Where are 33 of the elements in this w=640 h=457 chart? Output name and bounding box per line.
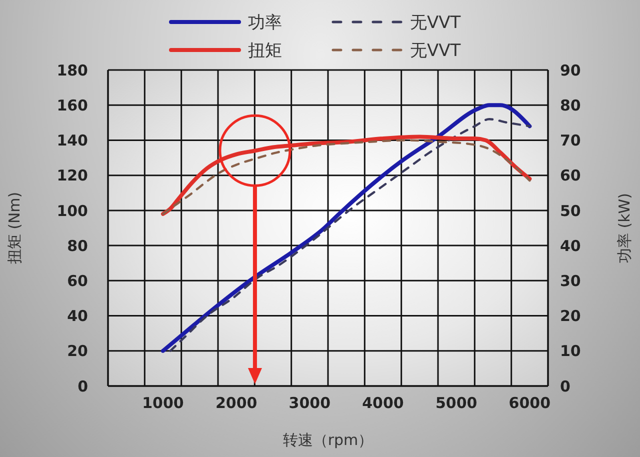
y-tick-label: 140 (56, 132, 88, 150)
y2-tick-label: 80 (560, 96, 581, 114)
x-tick-label: 4000 (362, 394, 404, 412)
y2-axis-title: 功率 (kW) (615, 193, 634, 263)
y2-tick-label: 50 (560, 202, 581, 220)
y2-tick-label: 90 (560, 61, 581, 80)
y2-tick-label: 10 (560, 342, 581, 360)
y2-tick-label: 0 (560, 377, 570, 396)
y-axis-title: 扭矩 (Nm) (5, 192, 24, 264)
x-tick-label: 2000 (215, 394, 258, 412)
y-tick-label: 20 (67, 342, 88, 360)
y-tick-label: 0 (78, 377, 88, 396)
y2-tick-label: 40 (560, 236, 581, 255)
y-tick-label: 80 (67, 236, 88, 255)
y-tick-label: 40 (67, 307, 88, 326)
y-tick-label: 120 (56, 166, 88, 185)
x-tick-label: 5000 (435, 394, 478, 412)
x-tick-label: 6000 (508, 394, 551, 412)
y-tick-label: 100 (56, 202, 88, 220)
y2-tick-label: 60 (560, 166, 581, 185)
y2-tick-label: 20 (560, 307, 581, 326)
x-tick-label: 1000 (142, 394, 184, 412)
x-axis-title: 转速（rpm） (282, 431, 374, 449)
y-tick-label: 180 (56, 61, 88, 80)
legend-label: 无VVT (410, 12, 461, 34)
legend-label: 无VVT (410, 40, 461, 62)
y-tick-label: 60 (67, 272, 88, 290)
y-tick-label: 160 (56, 96, 88, 114)
y2-tick-label: 70 (560, 132, 581, 150)
y2-tick-label: 30 (560, 272, 581, 290)
x-tick-label: 3000 (288, 394, 331, 412)
legend-label: 功率 (248, 12, 282, 34)
legend-label: 扭矩 (248, 40, 282, 62)
